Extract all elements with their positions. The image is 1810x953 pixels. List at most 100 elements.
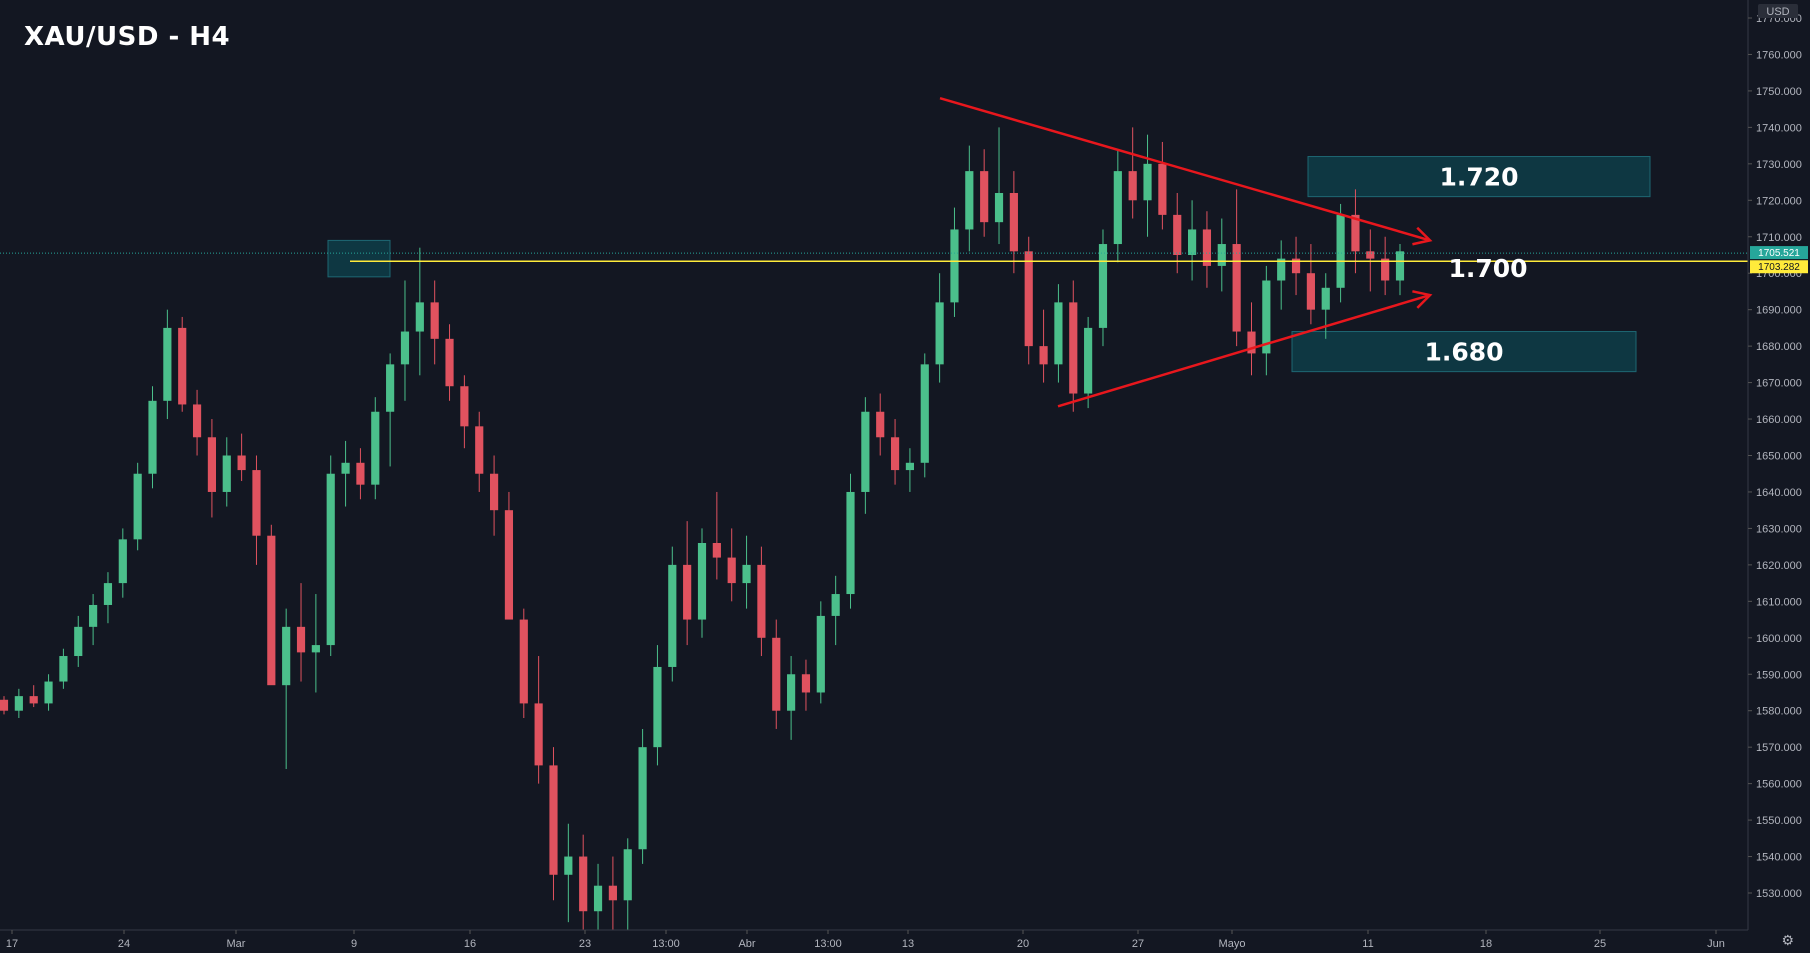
candle [475,411,484,492]
candle [430,280,439,365]
candle [14,688,23,718]
time-tick-label: Mayo [1219,938,1246,950]
zone-box [1291,331,1637,373]
candle [757,546,766,657]
candle [1158,141,1167,230]
candle-body [356,462,365,485]
candle-body [1039,346,1048,365]
candle-body [801,674,811,693]
candle-body [311,645,320,653]
candle [1009,171,1018,274]
price-tick-label: 1660.000 [1756,414,1802,426]
candle-body [1321,287,1330,310]
candle [861,397,870,514]
candle-body [178,327,187,405]
candle [490,455,499,536]
zone-box [327,239,391,278]
price-tick-label: 1720.000 [1756,195,1802,207]
candle-body [1173,214,1182,255]
candle [296,583,306,682]
candle-body [1128,171,1137,201]
candle-body [1262,280,1271,354]
candle-body [14,696,23,711]
arrow-head-icon [1412,226,1433,246]
candle-body [490,473,499,511]
candle-body [415,302,424,332]
candle [608,856,617,930]
candle-body [712,543,721,558]
price-tick-label: 1610.000 [1756,596,1802,608]
candle-body [831,594,840,616]
gear-icon[interactable]: ⚙ [1781,932,1794,948]
candle [89,594,98,646]
candle-body [564,856,573,875]
candle-body [757,564,766,638]
candle [0,696,9,715]
candle-body [445,338,454,387]
candle-body [371,411,380,485]
candle-body [475,426,484,474]
time-tick-label: Abr [738,938,755,950]
candle [653,645,662,766]
time-axis[interactable]: 17 24 Mar 9 16 23 13:00 Abr 13:00 13 20 27 Mayo 11 18 2… [0,929,1748,950]
price-tick-label: 1620.000 [1756,560,1802,572]
candle [371,397,380,500]
candle [1173,193,1182,274]
time-tick-label: Jun [1707,938,1725,950]
candle-body [74,626,83,657]
candle [1247,302,1256,376]
candle [1262,265,1271,376]
candle-body [608,885,617,901]
candle-body [133,473,142,540]
candle [549,747,558,901]
candle [1202,211,1212,288]
candle [386,353,395,467]
price-tick-label: 1630.000 [1756,523,1802,535]
candle-body [638,747,647,850]
candle-body [1381,258,1390,281]
candle [816,601,825,704]
candle [980,149,989,237]
candle [1039,309,1048,383]
time-tick-label: 27 [1132,938,1144,950]
zone-label: 1.720 [1439,163,1518,192]
candle-body [103,583,113,605]
price-tick-label: 1710.000 [1756,232,1802,244]
candle-body [237,455,246,471]
candle [103,572,113,624]
candle [1024,236,1033,365]
candle-body [668,564,677,667]
time-tick-label: 11 [1362,938,1373,950]
price-tick-label: 1760.000 [1756,49,1802,61]
time-tick-label: 17 [6,938,18,950]
time-tick-label: 24 [118,938,130,950]
candle-body [282,626,291,686]
candle [638,728,647,864]
candle-body [534,703,543,766]
candle [876,393,885,456]
candle-body [460,386,469,427]
candle-body [950,229,959,303]
candle-body [890,437,900,471]
labels-layer: 1.720 1.680 1.700 [1424,163,1527,367]
candle [504,491,514,620]
candle [534,656,543,784]
candle [118,528,127,598]
price-tick-label: 1530.000 [1756,888,1802,900]
candle-body [861,411,870,492]
candle-body [341,462,350,474]
candle [1054,284,1063,383]
candle [593,863,603,930]
candle-body [163,327,172,401]
candle [59,648,68,689]
candle [1381,236,1390,296]
candle-body [386,364,395,412]
price-axis[interactable]: 1530.000 1540.000 1550.000 1560.000 1570.000… [1747,0,1810,953]
candle-body [816,615,825,693]
candle [683,521,692,646]
candle [712,491,721,580]
price-axis-bg [1748,0,1810,953]
currency-badge [1758,4,1798,18]
time-tick-label: 13:00 [814,938,842,950]
